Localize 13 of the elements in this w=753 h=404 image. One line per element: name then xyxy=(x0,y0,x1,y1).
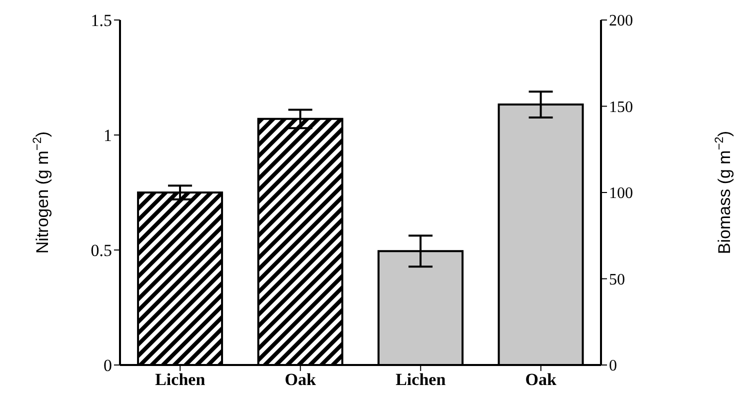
y-tick-label: 0.5 xyxy=(90,241,112,260)
y2-tick-label: 100 xyxy=(609,185,633,202)
x-tick-label: Lichen xyxy=(396,370,446,390)
y-tick-label: 1.5 xyxy=(90,11,112,30)
x-tick-label: Oak xyxy=(525,370,558,390)
y2-tick-label: 50 xyxy=(609,271,625,288)
y2-tick-label: 200 xyxy=(609,12,633,30)
y-tick-label: 1 xyxy=(104,126,112,146)
x-tick-label: Oak xyxy=(284,370,317,390)
y2-tick-label: 150 xyxy=(609,98,633,116)
x-tick-label: Lichen xyxy=(155,370,206,390)
y2-tick-label: 0 xyxy=(609,358,617,375)
y-tick-label: 0 xyxy=(104,356,112,376)
